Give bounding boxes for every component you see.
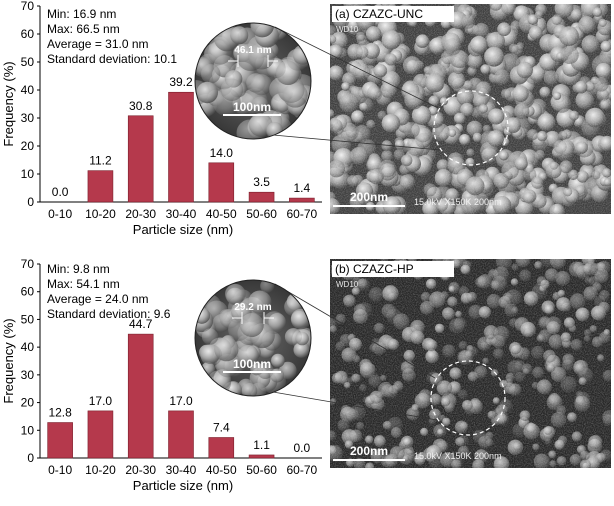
connector-line: [274, 26, 439, 109]
stats-line: Min: 16.9 nm: [47, 7, 116, 21]
bar: [208, 162, 235, 203]
y-tick-label: 10: [21, 423, 35, 437]
panel-label-box: [332, 6, 454, 22]
stats-line: Min: 9.8 nm: [47, 262, 110, 276]
sem-image: [330, 259, 611, 468]
y-tick-label: 70: [21, 0, 35, 13]
y-tick-label: 50: [21, 312, 35, 326]
data-label: 14.0: [210, 146, 234, 160]
x-tick-label: 20-30: [125, 207, 156, 221]
stats-line: Average = 31.0 nm: [47, 37, 149, 51]
chart-panel-a: 0 10 20 30 40 50 60 70 Frequency (%) 0.0 0-10 11.2 1…: [1, 0, 611, 237]
y-axis-label: Frequency (%): [1, 61, 16, 146]
connector-line: [272, 134, 441, 151]
inset-measure-label: 46.1 nm: [234, 45, 271, 56]
data-label: 3.5: [253, 175, 270, 189]
x-tick-label: 40-50: [206, 463, 237, 477]
y-tick-label: 40: [21, 340, 35, 354]
data-label: 44.7: [129, 317, 153, 331]
bar: [87, 410, 114, 459]
sem-selection-circle: [430, 360, 506, 436]
data-label: 1.1: [253, 438, 270, 452]
y-tick-label: 30: [21, 111, 35, 125]
bar: [47, 422, 73, 459]
y-tick-label: 40: [21, 83, 35, 97]
data-label: 1.4: [294, 181, 311, 195]
data-label: 0.0: [52, 185, 69, 199]
panel-label-box: [332, 261, 454, 277]
x-tick-label: 20-30: [125, 463, 156, 477]
bar: [168, 91, 194, 203]
bar: [248, 191, 275, 203]
bar: [127, 115, 154, 203]
x-tick-label: 0-10: [48, 207, 72, 221]
y-tick-label: 60: [21, 27, 35, 41]
y-axis-label: Frequency (%): [1, 318, 16, 403]
inset-scale-label: 100nm: [233, 357, 271, 371]
panel-label: (a) CZAZC-UNC: [335, 7, 423, 21]
stats-line: Standard deviation: 10.1: [47, 52, 177, 66]
y-tick-label: 20: [21, 396, 35, 410]
data-label: 0.0: [294, 441, 311, 455]
sem-info: 15.0kV X150K 200nm: [414, 197, 502, 207]
bar: [289, 197, 315, 203]
sem-scale-label: 200nm: [350, 444, 388, 458]
y-tick-label: 60: [21, 285, 35, 299]
bar: [168, 410, 194, 459]
x-tick-label: 30-40: [166, 463, 197, 477]
x-axis-label: Particle size (nm): [133, 222, 233, 237]
stats-line: Max: 54.1 nm: [47, 277, 120, 291]
stats-line: Standard deviation: 9.6: [47, 307, 171, 321]
x-tick-label: 10-20: [85, 207, 116, 221]
sem-wd: WD10: [336, 25, 359, 34]
x-tick-label: 50-60: [246, 207, 277, 221]
x-tick-label: 0-10: [48, 463, 72, 477]
data-label: 17.0: [89, 394, 113, 408]
data-label: 7.4: [213, 420, 230, 434]
bar: [248, 454, 275, 459]
y-tick-label: 30: [21, 368, 35, 382]
inset-magnified-image: [195, 23, 311, 139]
inset-scale-label: 100nm: [233, 100, 271, 114]
x-tick-label: 50-60: [246, 463, 277, 477]
connector-line: [274, 283, 436, 379]
data-label: 39.2: [169, 75, 193, 89]
stats-line: Average = 24.0 nm: [47, 292, 149, 306]
y-tick-label: 10: [21, 167, 35, 181]
inset-border: [194, 22, 312, 140]
sem-image: [330, 4, 611, 214]
sem-selection-circle: [433, 90, 509, 166]
inset-border: [194, 279, 312, 397]
y-tick-label: 50: [21, 55, 35, 69]
bar: [208, 437, 235, 459]
x-tick-label: 60-70: [287, 463, 318, 477]
inset-measure-label: 29.2 nm: [234, 302, 271, 313]
data-label: 11.2: [89, 154, 112, 168]
x-tick-label: 30-40: [166, 207, 197, 221]
bar: [87, 170, 114, 203]
sem-info: 15.0kV X150K 200nm: [414, 451, 502, 461]
data-label: 30.8: [129, 99, 153, 113]
sem-wd: WD10: [336, 280, 359, 289]
connector-line: [272, 391, 438, 421]
x-tick-label: 10-20: [85, 463, 116, 477]
x-tick-label: 40-50: [206, 207, 237, 221]
y-tick-label: 0: [27, 451, 34, 465]
y-tick-label: 70: [21, 257, 35, 271]
y-tick-label: 20: [21, 139, 35, 153]
sem-scale-label: 200nm: [350, 190, 388, 204]
x-tick-label: 60-70: [287, 207, 318, 221]
bar: [127, 333, 154, 459]
chart-panel-b: 0 10 20 30 40 50 60 70 Frequency (%) 12.8 0-10 17.0…: [1, 257, 611, 493]
x-axis-label: Particle size (nm): [133, 478, 233, 493]
data-label: 12.8: [48, 406, 72, 420]
stats-line: Max: 66.5 nm: [47, 22, 120, 36]
y-tick-label: 0: [27, 195, 34, 209]
data-label: 17.0: [169, 394, 193, 408]
panel-label: (b) CZAZC-HP: [335, 262, 414, 276]
